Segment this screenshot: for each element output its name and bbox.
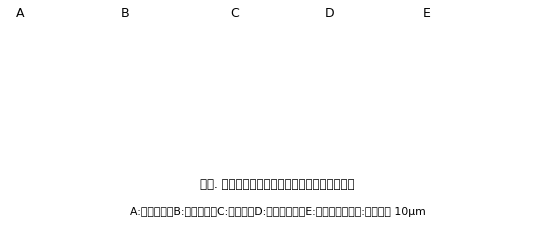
Bar [6, 8, 108, 184]
Bar [324, 8, 417, 184]
Text: 図１. クマモトネグサレセンチュウの主要形態図: 図１. クマモトネグサレセンチュウの主要形態図 [200, 177, 355, 190]
Bar [218, 8, 320, 184]
Text: A:雌の頭部、B:雄の頭部、C:受精嚢、D:後部子宮枝、E:雌尾部。　棒線:スケール 10μm: A:雌の頭部、B:雄の頭部、C:受精嚢、D:後部子宮枝、E:雌尾部。 棒線:スケ… [130, 206, 425, 216]
Bar [112, 8, 214, 184]
Text: C: C [230, 7, 239, 20]
Bar [421, 8, 551, 184]
Text: A: A [16, 7, 24, 20]
Text: E: E [423, 7, 431, 20]
Text: B: B [121, 7, 130, 20]
Text: D: D [325, 7, 334, 20]
